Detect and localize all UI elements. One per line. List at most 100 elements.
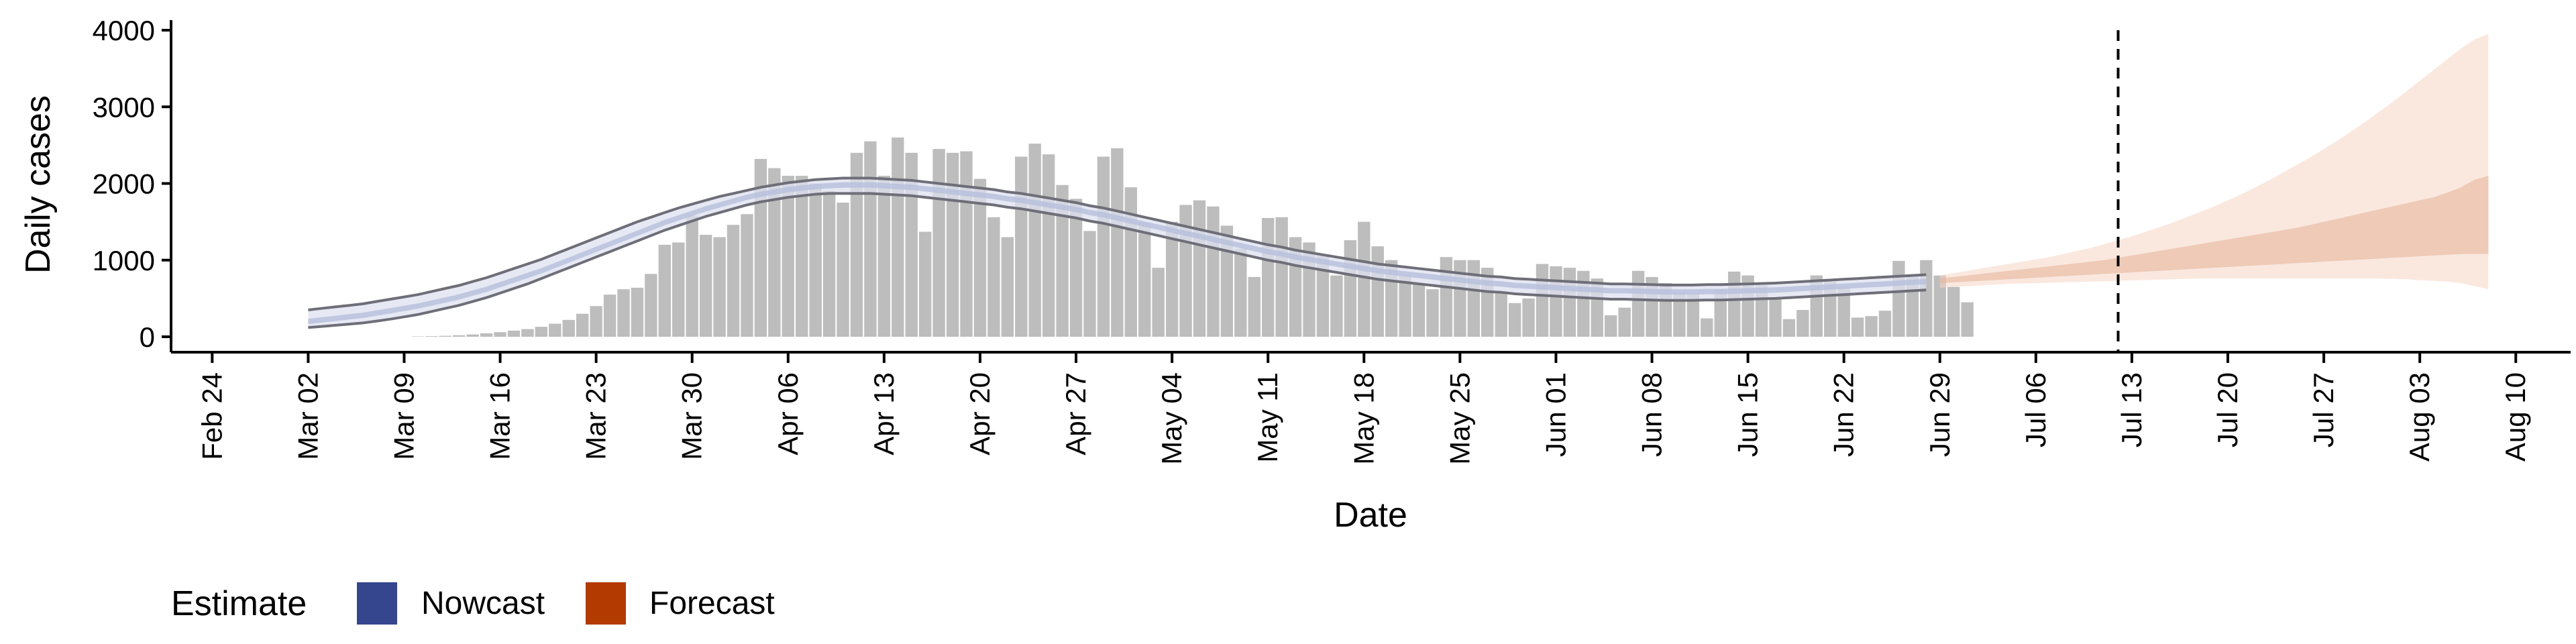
case-bar: [1371, 246, 1384, 337]
case-bar: [1165, 221, 1179, 337]
y-axis-title: Daily cases: [19, 95, 58, 274]
case-bar: [1550, 266, 1562, 337]
case-bar: [1508, 303, 1521, 337]
case-bar: [1207, 206, 1220, 337]
case-bar: [1262, 217, 1275, 337]
case-bar: [507, 330, 521, 337]
case-bar: [686, 215, 698, 337]
x-tick-label: May 18: [1348, 372, 1379, 465]
legend-title: Estimate: [171, 584, 307, 623]
case-bar: [1001, 237, 1014, 337]
nowcast-band-90: [308, 178, 1927, 328]
y-axis-ticks: 0 1000 2000 3000 4000: [93, 15, 171, 353]
x-tick-label: Jun 29: [1924, 372, 1955, 457]
x-tick-label: Mar 02: [292, 372, 323, 460]
case-bar: [987, 217, 1000, 337]
case-bar: [1138, 222, 1151, 337]
case-bar: [1865, 316, 1878, 337]
x-tick-label: May 04: [1156, 372, 1187, 465]
x-tick-label: Apr 20: [964, 372, 996, 455]
case-bar: [1083, 231, 1096, 337]
x-tick-label: Aug 10: [2500, 372, 2531, 462]
case-bar: [1933, 275, 1946, 337]
nowcast-upper-line: [308, 176, 1927, 311]
case-bar: [1330, 275, 1343, 337]
y-tick-label: 1000: [93, 245, 155, 276]
x-tick-label: Jun 22: [1828, 372, 1860, 457]
case-bar: [1878, 311, 1892, 337]
case-bar: [480, 333, 493, 337]
case-bar: [411, 336, 425, 337]
legend-label-nowcast: Nowcast: [421, 586, 545, 621]
case-bar: [850, 152, 863, 337]
case-bar: [1124, 187, 1137, 337]
x-tick-label: Apr 27: [1060, 372, 1091, 455]
case-bar: [1522, 298, 1535, 337]
case-bar: [494, 332, 506, 337]
case-bar: [1796, 310, 1809, 337]
legend-swatch-forecast: [586, 582, 626, 625]
case-bar: [425, 336, 438, 337]
case-bar: [1961, 302, 1974, 337]
bands-layer: [308, 34, 2489, 329]
case-bar: [1193, 200, 1206, 337]
x-tick-label: Mar 23: [580, 372, 612, 460]
case-bar: [973, 178, 987, 337]
case-bar: [1782, 319, 1796, 337]
case-bar: [672, 242, 685, 337]
case-bar: [631, 287, 644, 337]
case-bar: [877, 176, 891, 337]
case-bar: [1344, 240, 1357, 337]
x-tick-label: Aug 03: [2404, 372, 2435, 462]
case-bar: [1220, 225, 1234, 337]
case-bar: [1015, 156, 1028, 337]
case-bar: [1028, 144, 1041, 337]
case-bar: [822, 191, 836, 337]
case-bar: [932, 149, 945, 337]
legend: Estimate Nowcast Forecast: [171, 582, 775, 625]
case-bar: [1412, 283, 1426, 337]
case-bar: [837, 203, 849, 337]
case-bar: [521, 329, 534, 337]
case-bar: [453, 335, 466, 337]
x-tick-label: Feb 24: [196, 372, 227, 460]
case-bar: [741, 214, 753, 337]
case-bar: [1618, 307, 1631, 337]
case-bar: [727, 225, 740, 337]
case-bar: [1275, 217, 1288, 337]
case-bar: [1536, 264, 1549, 337]
y-tick-label: 0: [140, 321, 155, 353]
x-tick-label: Jul 27: [2308, 372, 2339, 447]
case-bar: [603, 294, 616, 337]
x-tick-label: Mar 16: [484, 372, 516, 460]
case-bar: [590, 306, 602, 337]
case-bar: [864, 141, 877, 337]
case-bar: [1837, 286, 1850, 337]
case-bar: [1563, 268, 1576, 337]
case-bar: [1152, 268, 1165, 337]
case-bar: [1631, 270, 1645, 337]
legend-swatch-nowcast: [357, 582, 397, 625]
case-bar: [905, 152, 918, 337]
x-tick-label: May 25: [1444, 372, 1475, 465]
case-bar: [1892, 260, 1905, 337]
case-bar: [535, 327, 548, 337]
case-bar: [1440, 257, 1453, 337]
case-bar: [1495, 292, 1507, 337]
case-bar: [1851, 317, 1864, 337]
case-bar: [1769, 298, 1782, 337]
case-bar: [1686, 294, 1700, 337]
case-bar: [960, 151, 973, 337]
case-bar: [439, 335, 451, 337]
y-tick-label: 4000: [93, 15, 155, 46]
case-bar: [1042, 154, 1055, 337]
case-bar: [1605, 315, 1617, 337]
case-bar: [1727, 271, 1741, 337]
x-axis-title: Date: [1334, 496, 1407, 535]
x-tick-label: Jul 06: [2020, 372, 2051, 447]
case-bar: [1069, 199, 1083, 337]
x-tick-label: Jun 01: [1540, 372, 1571, 457]
case-bar: [562, 319, 575, 337]
case-bar: [1399, 275, 1411, 337]
